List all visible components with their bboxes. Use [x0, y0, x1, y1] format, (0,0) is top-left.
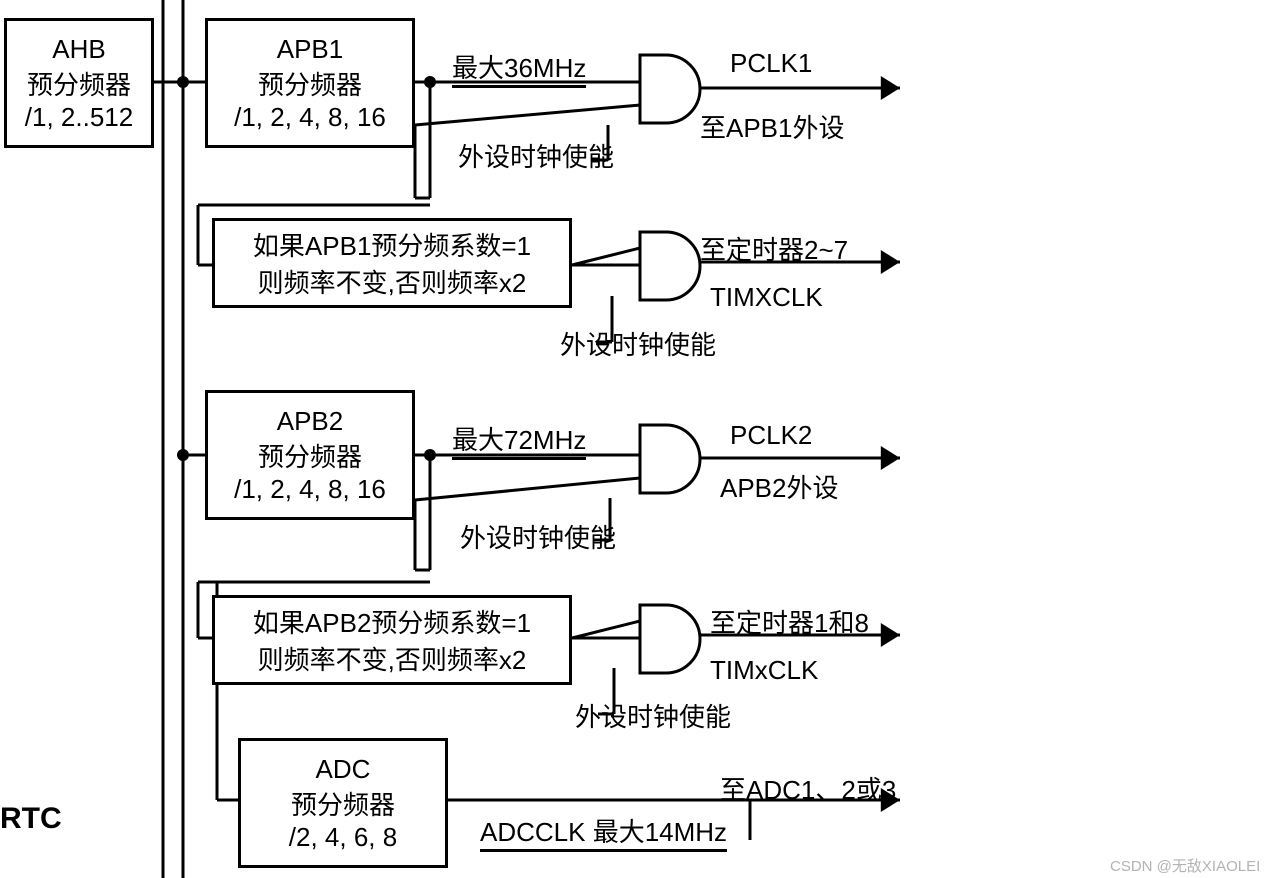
label-tim18: 至定时器1和8 [710, 603, 869, 640]
mul1-line-0: 如果APB1预分频系数=1 [253, 226, 531, 263]
label-adcclk: ADCCLK 最大14MHz [480, 812, 727, 852]
label-pclk1: PCLK1 [730, 48, 812, 79]
apb2-line-2: /1, 2, 4, 8, 16 [234, 474, 386, 505]
label-m36: 最大36MHz [452, 48, 586, 88]
apb1-line-1: 预分频器 [258, 65, 362, 102]
label-en1: 外设时钟使能 [458, 137, 614, 174]
mul2-line-1: 则频率不变,否则频率x2 [258, 640, 527, 677]
label-m72: 最大72MHz [452, 420, 586, 460]
label-apb1out: 至APB1外设 [700, 108, 845, 145]
apb1-line-2: /1, 2, 4, 8, 16 [234, 102, 386, 133]
label-apb2out: APB2外设 [720, 468, 839, 505]
adc-line-2: /2, 4, 6, 8 [289, 822, 397, 853]
label-rtc: RTC [0, 802, 62, 836]
adc-line-1: 预分频器 [291, 785, 395, 822]
ahb-line-1: 预分频器 [27, 65, 131, 102]
mul1-line-1: 则频率不变,否则频率x2 [258, 263, 527, 300]
label-en3: 外设时钟使能 [460, 518, 616, 555]
label-timxclk2: TIMxCLK [710, 655, 818, 686]
label-pclk2: PCLK2 [730, 420, 812, 451]
watermark: CSDN @无敌XIAOLEI [1110, 855, 1260, 876]
ahb-box: AHB预分频器/1, 2..512 [4, 18, 154, 148]
diagram-wires [0, 0, 1284, 878]
apb2-line-0: APB2 [277, 406, 344, 437]
label-adcout: 至ADC1、2或3 [720, 770, 896, 807]
apb1-line-0: APB1 [277, 34, 344, 65]
label-tim27a: 至定时器2~7 [700, 230, 848, 267]
label-en4: 外设时钟使能 [575, 697, 731, 734]
apb2-line-1: 预分频器 [258, 437, 362, 474]
label-en2: 外设时钟使能 [560, 325, 716, 362]
ahb-line-0: AHB [52, 34, 105, 65]
adc-box: ADC预分频器/2, 4, 6, 8 [238, 738, 448, 868]
apb2-box: APB2预分频器/1, 2, 4, 8, 16 [205, 390, 415, 520]
apb1-box: APB1预分频器/1, 2, 4, 8, 16 [205, 18, 415, 148]
label-timxclk1: TIMXCLK [710, 282, 823, 313]
mul2-box: 如果APB2预分频系数=1则频率不变,否则频率x2 [212, 595, 572, 685]
mul2-line-0: 如果APB2预分频系数=1 [253, 603, 531, 640]
ahb-line-2: /1, 2..512 [25, 102, 133, 133]
mul1-box: 如果APB1预分频系数=1则频率不变,否则频率x2 [212, 218, 572, 308]
adc-line-0: ADC [316, 754, 371, 785]
